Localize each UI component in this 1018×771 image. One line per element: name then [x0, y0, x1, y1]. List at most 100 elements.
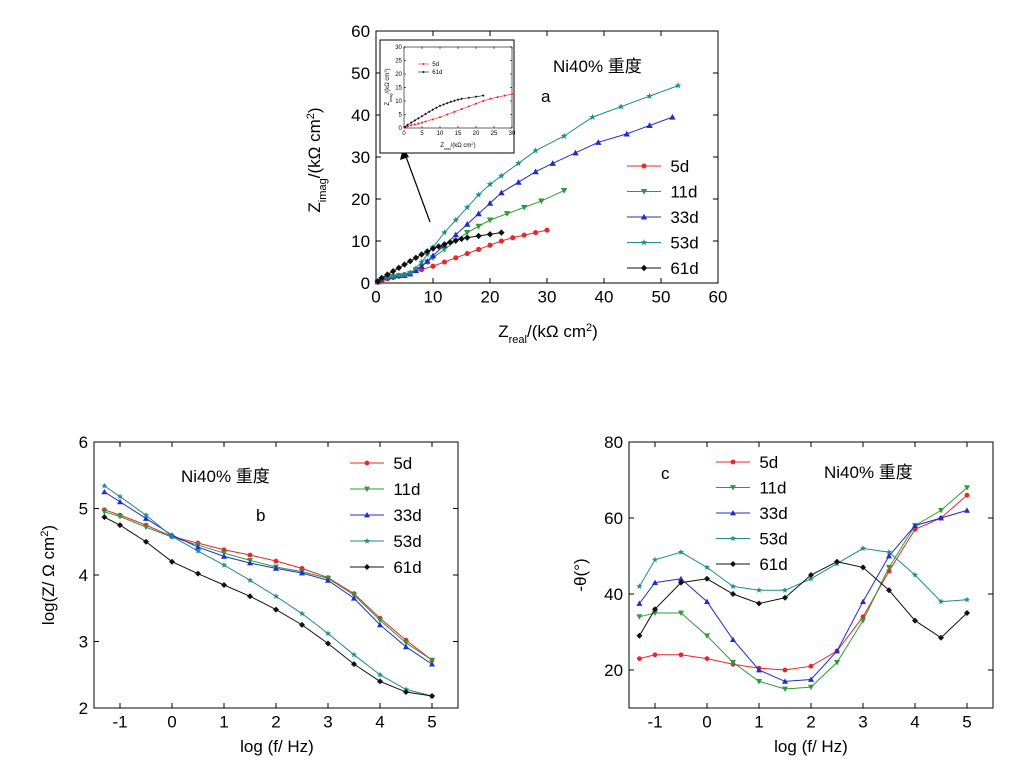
data-point: [964, 492, 970, 498]
legend-marker: [641, 163, 647, 169]
data-point: [560, 132, 568, 139]
data-point: [496, 96, 499, 99]
data-point: [195, 570, 201, 577]
series-line-33d: [638, 509, 968, 682]
series-line-61d: [638, 561, 968, 639]
data-point: [623, 130, 630, 137]
data-point: [117, 514, 123, 520]
data-point: [533, 230, 539, 236]
x-tick-label: 25: [491, 131, 498, 137]
data-point: [617, 103, 625, 110]
y-tick-label: 10: [351, 232, 370, 251]
legend-entry: 5d: [393, 454, 412, 473]
data-point: [429, 245, 437, 252]
data-point: [938, 634, 944, 641]
data-point: [886, 553, 892, 559]
legend-marker: [640, 264, 648, 272]
data-point: [221, 581, 227, 588]
data-point: [464, 221, 471, 227]
data-point: [937, 598, 945, 605]
data-point: [486, 231, 494, 238]
x-axis-label: log (f/ Hz): [774, 737, 848, 756]
legend-entry: 61d: [393, 558, 421, 577]
data-point: [401, 271, 408, 278]
legend-marker: [730, 459, 736, 465]
x-tick-label: 0: [402, 131, 406, 137]
x-tick-label: 60: [709, 288, 728, 307]
legend-marker: [422, 70, 425, 74]
data-point: [674, 82, 682, 89]
data-point: [912, 617, 918, 624]
legend-entry: 61d: [432, 70, 442, 76]
data-point: [859, 545, 867, 552]
data-point: [169, 558, 175, 565]
series-line-5d: [104, 509, 433, 661]
y-tick-label: 5: [399, 113, 403, 119]
y-axis-label: log(Z/ Ω cm2): [39, 525, 58, 625]
data-point: [964, 485, 970, 491]
data-point: [860, 564, 866, 571]
data-point: [195, 544, 201, 550]
y-tick-label: 3: [79, 632, 88, 651]
data-point: [503, 211, 511, 217]
data-point: [964, 610, 970, 616]
data-point: [446, 113, 449, 116]
data-point: [324, 630, 332, 637]
legend-marker: [730, 485, 736, 491]
data-point: [704, 575, 710, 582]
sample-annotation: Ni40% 重度: [824, 463, 913, 482]
data-point: [885, 548, 893, 555]
series-5d: [102, 507, 435, 663]
x-tick-label: 5: [962, 713, 971, 732]
data-point: [431, 118, 434, 121]
legend-entry: 53d: [759, 529, 787, 548]
data-point: [703, 564, 711, 571]
x-tick-label: -1: [647, 713, 662, 732]
data-point: [429, 657, 435, 664]
data-point: [273, 558, 279, 564]
y-tick-label: 4: [79, 566, 88, 585]
data-point: [246, 577, 254, 583]
y-tick-label: 0: [399, 126, 403, 132]
legend-entry: 11d: [759, 478, 786, 497]
data-point: [403, 689, 409, 696]
data-point: [221, 550, 227, 557]
legend-entry: 33d: [759, 504, 787, 523]
x-axis-label: Zreal/(kΩ cm2): [440, 141, 475, 151]
data-point: [101, 509, 108, 515]
data-point: [489, 97, 492, 100]
y-tick-label: 80: [604, 433, 623, 452]
legend-marker: [640, 238, 648, 246]
data-point: [395, 264, 402, 272]
data-point: [781, 586, 789, 593]
data-point: [704, 656, 710, 661]
data-point: [464, 234, 471, 241]
data-point: [430, 263, 436, 269]
x-tick-label: 0: [371, 288, 380, 307]
data-point: [438, 104, 442, 108]
sample-annotation: Ni40% 重度: [553, 57, 642, 76]
series-61d: [374, 229, 505, 285]
x-tick-label: 15: [455, 131, 462, 137]
data-point: [510, 235, 516, 241]
data-point: [782, 594, 788, 601]
data-point: [475, 191, 482, 198]
data-point: [938, 508, 944, 514]
data-point: [886, 587, 892, 594]
data-point: [521, 232, 527, 238]
chart-panel-a-inset: 0 5 10 15 20 25 30 0 5 10 15 20 25 30 Zreal/(kΩ cm2) Zi…: [379, 39, 516, 154]
panel-label: b: [256, 506, 265, 525]
y-tick-label: 5: [79, 499, 88, 518]
data-point: [755, 586, 763, 593]
data-point: [963, 596, 971, 603]
data-point: [834, 648, 840, 654]
data-point: [538, 198, 545, 205]
data-point: [441, 229, 448, 236]
data-point: [117, 522, 123, 529]
data-point: [464, 230, 471, 236]
data-point: [413, 123, 416, 126]
data-point: [117, 498, 123, 505]
data-point: [964, 507, 970, 513]
data-point: [503, 94, 506, 97]
